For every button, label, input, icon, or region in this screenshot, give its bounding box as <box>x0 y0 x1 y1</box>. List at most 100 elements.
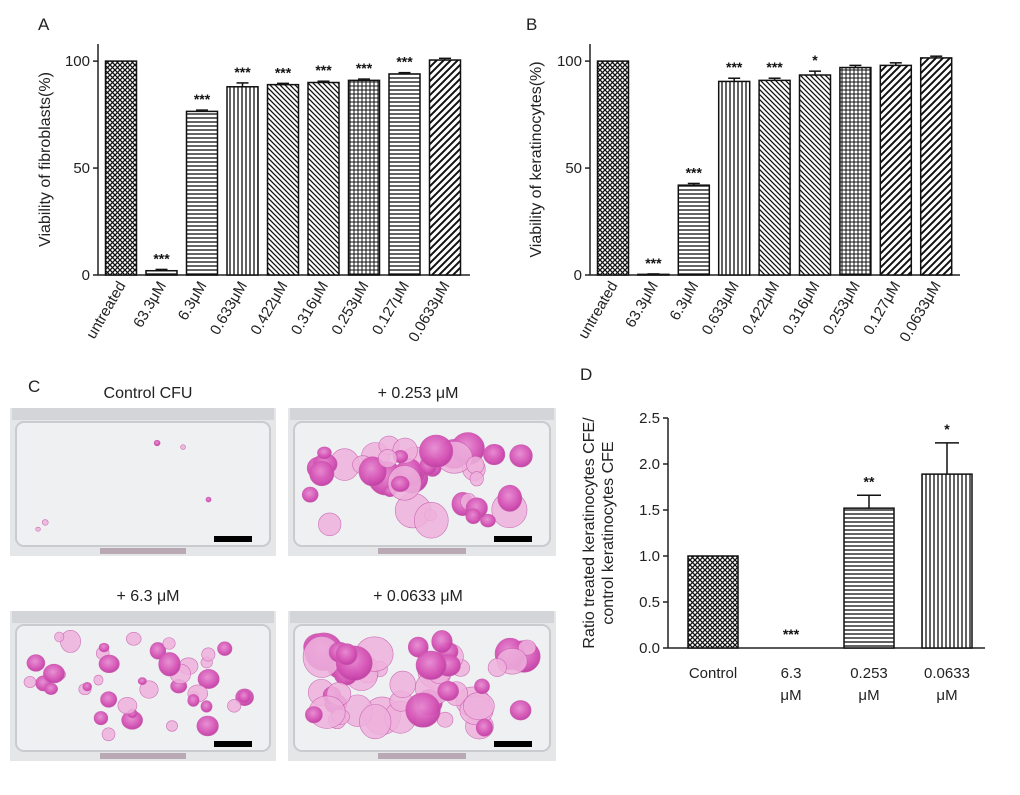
panel-label-c: C <box>28 377 40 396</box>
x-tick-label: 6.3μM <box>175 279 211 324</box>
photo-caption-00633: + 0.0633 μM <box>373 588 463 605</box>
dish-0253uM <box>288 408 556 556</box>
significance-marker: *** <box>686 164 703 180</box>
y-tick-label: 0 <box>574 267 582 284</box>
colony <box>60 629 81 653</box>
y-tick-label: 100 <box>557 53 582 70</box>
dish-lid-edge <box>12 611 274 623</box>
colony <box>509 700 532 721</box>
colony <box>487 658 507 677</box>
colony <box>54 631 65 643</box>
x-tick-label: μM <box>780 687 801 704</box>
panel-label-b: B <box>526 15 537 34</box>
bar <box>839 66 872 276</box>
significance-marker: *** <box>726 59 743 75</box>
colony <box>414 502 449 539</box>
bar <box>145 269 178 276</box>
bar <box>596 60 630 276</box>
colony <box>35 526 41 532</box>
dish-63uM <box>10 611 276 761</box>
colony <box>469 471 484 487</box>
x-tick-label: μM <box>936 687 957 704</box>
colony <box>309 460 335 487</box>
y-tick-label: 0.5 <box>639 594 660 611</box>
x-tick-label: μM <box>858 687 879 704</box>
x-tick-label: 0.422μM <box>247 279 291 338</box>
photo-caption-control: Control CFU <box>104 385 193 402</box>
y-tick-label: 1.0 <box>639 548 660 565</box>
x-tick-label: 0.0633μM <box>405 279 453 346</box>
bar <box>677 184 711 276</box>
x-tick-label: 0.316μM <box>779 279 823 338</box>
photo-caption-0253: + 0.253 μM <box>378 385 459 402</box>
x-tick-label: untreated <box>83 279 129 342</box>
x-tick-label: 63.3μM <box>130 279 170 331</box>
bar <box>717 80 751 276</box>
colony <box>98 654 120 674</box>
colony <box>437 681 459 701</box>
y-axis-label: Viability of keratinocytes(%) <box>528 61 545 257</box>
colony <box>187 694 200 707</box>
colony <box>497 484 523 512</box>
x-tick-label: 0.633μM <box>699 279 743 338</box>
colony <box>378 449 398 468</box>
bar <box>879 64 913 276</box>
y-tick-label: 2.5 <box>639 410 660 427</box>
significance-marker: * <box>812 52 818 68</box>
y-tick-label: 0 <box>82 267 90 284</box>
bar <box>919 57 953 276</box>
x-tick-label: 0.0633μM <box>896 279 944 346</box>
bar <box>798 74 832 276</box>
x-tick-label: 6.3μM <box>667 279 703 324</box>
colony <box>509 444 533 468</box>
x-tick-label: 63.3μM <box>622 279 662 331</box>
significance-marker: *** <box>275 64 292 80</box>
chart-d-cfe-ratio: 0.0 0.5 1.0 1.5 2.0 2.5 Ratio treated keratino… <box>581 410 985 704</box>
significance-marker: *** <box>194 91 211 107</box>
colony <box>480 513 496 528</box>
scale-bar <box>494 536 532 542</box>
colony <box>98 642 110 653</box>
dish-lid-edge <box>12 408 274 420</box>
bar <box>104 60 138 276</box>
colony <box>431 630 453 653</box>
colony <box>475 718 493 737</box>
bar <box>185 110 219 276</box>
significance-marker: *** <box>234 64 251 80</box>
colony <box>301 486 319 503</box>
colony <box>158 652 181 677</box>
colony <box>166 720 178 732</box>
colony <box>419 434 454 468</box>
colony <box>317 446 332 460</box>
colony <box>153 439 161 447</box>
colony <box>149 642 167 660</box>
colony <box>26 654 46 672</box>
colony <box>305 706 323 724</box>
y-tick-label: 1.5 <box>639 502 660 519</box>
colony <box>41 519 49 526</box>
x-tick-label: 0.253μM <box>328 279 372 338</box>
y-axis-label: control keratinocytes CFE <box>600 441 617 624</box>
colony <box>100 691 118 708</box>
colony <box>117 697 138 715</box>
x-tick-label: 0.127μM <box>860 279 904 338</box>
y-tick-label: 50 <box>73 160 90 177</box>
colony <box>359 704 392 740</box>
bar <box>758 79 791 276</box>
colony <box>335 643 358 666</box>
x-tick-label: 0.0633 <box>924 665 970 682</box>
colony <box>93 711 109 726</box>
dish-well <box>15 421 271 547</box>
colony <box>405 692 441 728</box>
colony <box>389 670 416 698</box>
colony <box>196 715 219 737</box>
colony <box>318 512 342 537</box>
y-tick-label: 50 <box>565 160 582 177</box>
dish-lid-edge <box>290 408 554 420</box>
bar <box>307 81 340 276</box>
y-tick-label: 0.0 <box>639 640 660 657</box>
significance-marker: *** <box>645 255 662 271</box>
colony <box>463 692 495 721</box>
colony <box>200 700 213 713</box>
x-tick-label: 0.422μM <box>739 279 783 338</box>
